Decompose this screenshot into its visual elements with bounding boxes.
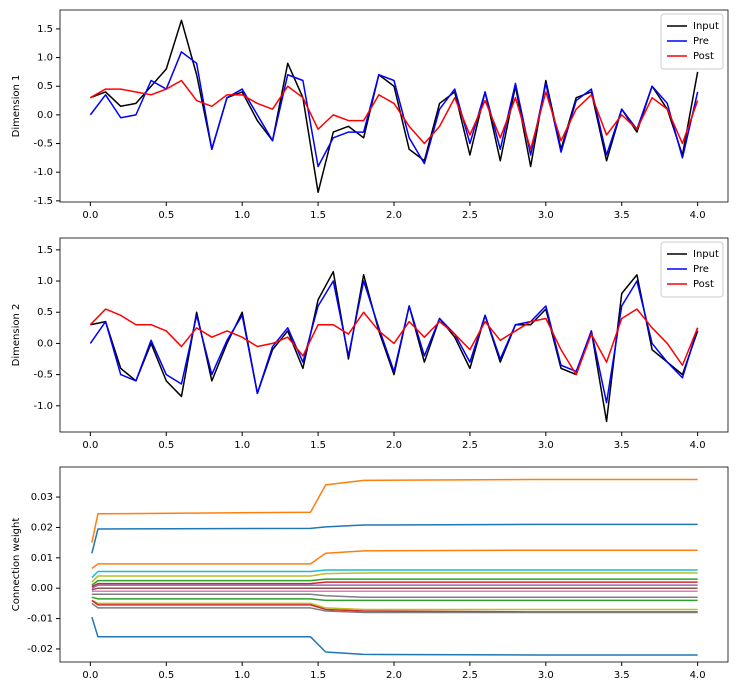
x-tick-label: 2.5 — [462, 440, 478, 451]
series-line — [91, 578, 698, 586]
subplot: 0.0 0.5 1.0 1.5 2.0 2.5 3.0 3.5 4.0 -1.0 -0.5 0.0 0.… — [11, 237, 729, 451]
x-tick-label: 1.0 — [234, 670, 250, 681]
series-line — [89, 280, 699, 404]
x-tick-label: 3.5 — [614, 210, 630, 221]
y-tick-label: 0.00 — [31, 583, 53, 594]
x-tick-label: 2.0 — [386, 670, 402, 681]
x-tick-label: 0.0 — [82, 210, 98, 221]
x-tick-label: 3.0 — [538, 210, 554, 221]
y-tick-label: 1.5 — [37, 245, 53, 256]
x-tick-label: 0.0 — [82, 670, 98, 681]
subplot: 0.0 0.5 1.0 1.5 2.0 2.5 3.0 3.5 4.0 -1.5 -1.0 -0.5 0… — [11, 9, 729, 221]
x-tick-label: 1.5 — [310, 670, 326, 681]
series-line — [91, 523, 698, 554]
series-line — [91, 581, 698, 588]
x-tick-label: 3.5 — [614, 670, 630, 681]
y-tick-label: -0.5 — [33, 370, 53, 381]
x-tick-label: 2.5 — [462, 670, 478, 681]
legend-label: Input — [693, 249, 719, 260]
x-tick-label: 2.5 — [462, 210, 478, 221]
series-line — [91, 596, 698, 602]
x-tick-label: 0.0 — [82, 440, 98, 451]
axes-frame — [59, 9, 729, 203]
series-line — [91, 572, 698, 583]
y-tick-label: -1.0 — [33, 167, 53, 178]
series-line — [91, 616, 698, 656]
x-tick-label: 3.0 — [538, 670, 554, 681]
y-tick-label: 0.03 — [31, 492, 53, 503]
x-tick-label: 3.5 — [614, 440, 630, 451]
series-line — [91, 602, 698, 614]
y-axis-label: Dimension 2 — [11, 304, 22, 367]
axes-frame — [59, 237, 729, 433]
series-line — [91, 593, 698, 599]
x-tick-label: 3.0 — [538, 440, 554, 451]
series-line — [89, 79, 699, 151]
series-line — [91, 478, 698, 543]
series-line — [89, 51, 699, 168]
legend-label: Post — [693, 279, 714, 290]
series-line — [91, 569, 698, 579]
y-tick-label: 0.5 — [37, 307, 53, 318]
y-tick-label: 0.02 — [31, 522, 53, 533]
series-line — [91, 549, 698, 570]
x-tick-label: 0.5 — [158, 210, 174, 221]
y-tick-label: -0.02 — [27, 644, 53, 655]
x-tick-label: 0.5 — [158, 670, 174, 681]
legend-label: Pre — [693, 36, 709, 47]
y-tick-label: -1.5 — [33, 196, 53, 207]
x-tick-label: 2.0 — [386, 440, 402, 451]
y-axis-label: Dimension 1 — [11, 75, 22, 138]
x-tick-label: 1.5 — [310, 210, 326, 221]
y-tick-label: 0.0 — [37, 338, 53, 349]
y-tick-label: 1.5 — [37, 24, 53, 35]
y-tick-label: 1.0 — [37, 276, 53, 287]
legend-label: Post — [693, 51, 714, 62]
y-tick-label: 0.01 — [31, 553, 53, 564]
series-line — [89, 308, 699, 376]
y-tick-label: -1.0 — [33, 401, 53, 412]
x-tick-label: 1.0 — [234, 440, 250, 451]
y-tick-label: 1.0 — [37, 53, 53, 64]
subplot: 0.0 0.5 1.0 1.5 2.0 2.5 3.0 3.5 4.0 -0.02 -0.01 0.0… — [11, 466, 729, 681]
x-tick-label: 1.0 — [234, 210, 250, 221]
x-tick-label: 1.5 — [310, 440, 326, 451]
y-tick-label: 0.5 — [37, 81, 53, 92]
legend-label: Pre — [693, 264, 709, 275]
y-axis-label: Connection weight — [11, 518, 22, 612]
x-tick-label: 0.5 — [158, 440, 174, 451]
x-tick-label: 4.0 — [690, 670, 706, 681]
legend-label: Input — [693, 21, 719, 32]
series-line — [91, 587, 698, 591]
series-line — [90, 19, 699, 194]
series-line — [91, 599, 698, 611]
axes-frame — [59, 466, 729, 663]
x-tick-label: 4.0 — [690, 210, 706, 221]
x-tick-label: 2.0 — [386, 210, 402, 221]
y-tick-label: -0.01 — [27, 614, 53, 625]
y-tick-label: -0.5 — [33, 139, 53, 150]
x-tick-label: 4.0 — [690, 440, 706, 451]
y-tick-label: 0.0 — [37, 110, 53, 121]
series-line — [91, 584, 698, 589]
